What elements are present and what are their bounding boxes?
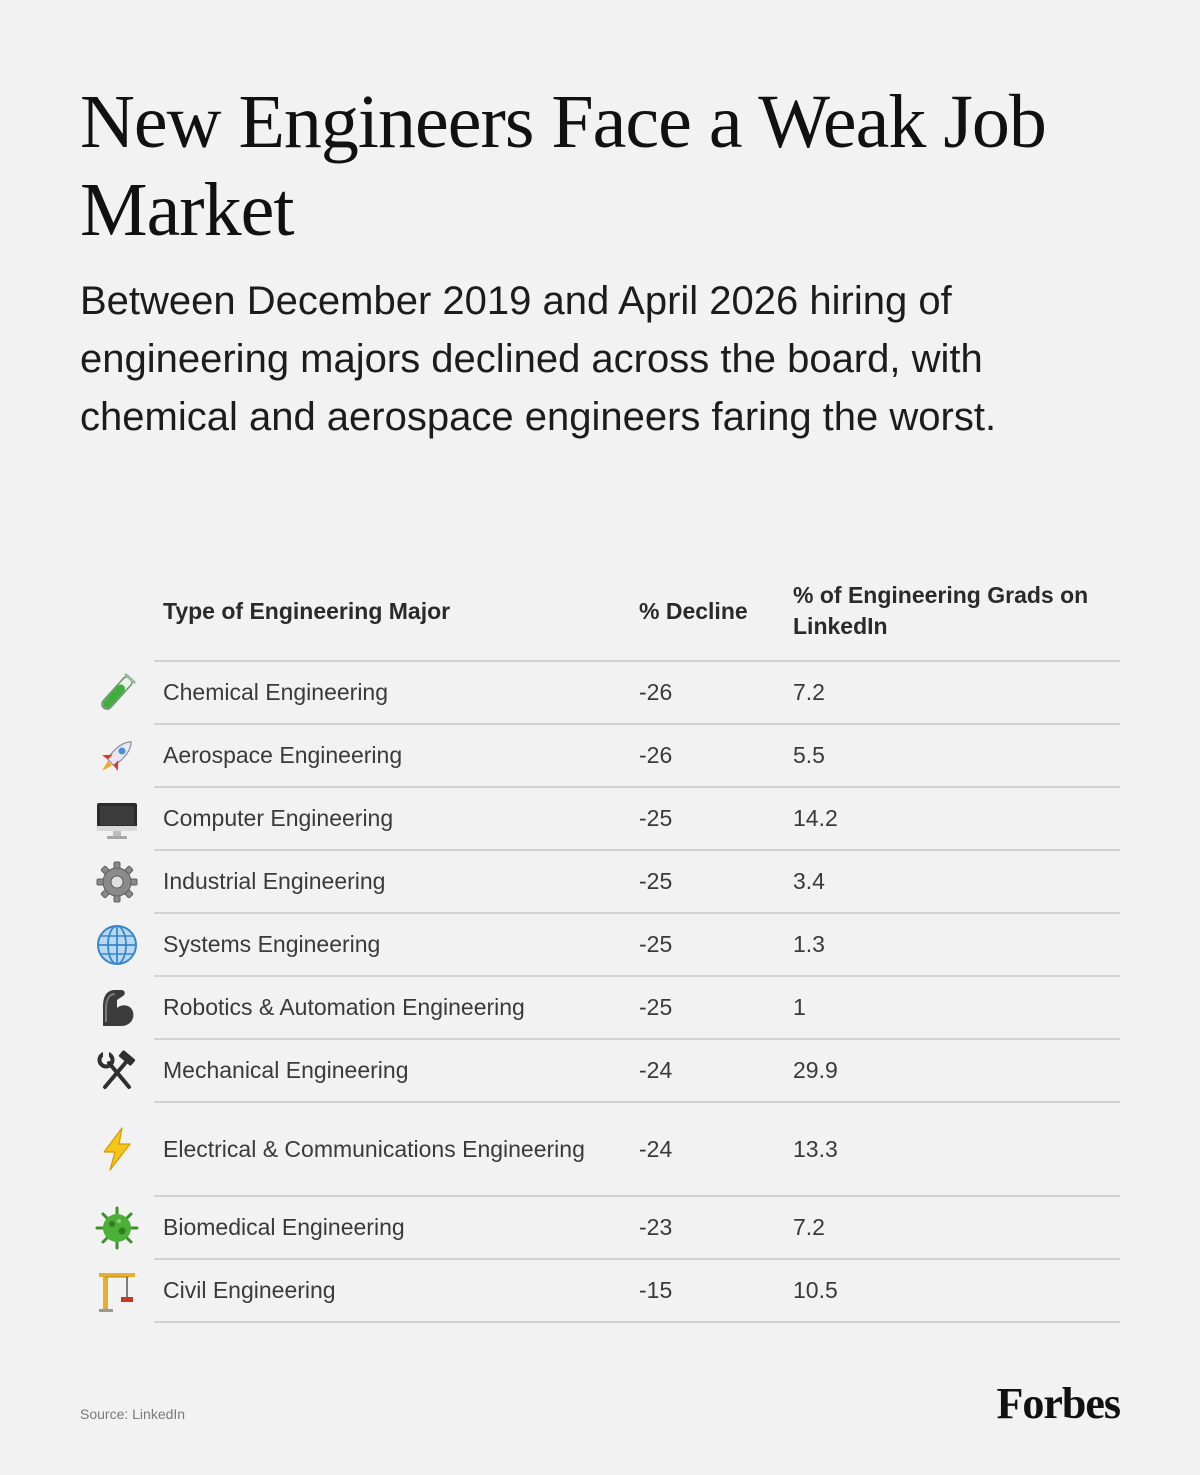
share-cell: 29.9 [784,1039,1120,1103]
decline-cell: -26 [630,661,784,725]
share-cell: 14.2 [784,787,1120,851]
major-cell: Civil Engineering [154,1259,630,1323]
table-row: Mechanical Engineering -24 29.9 [80,1039,1120,1103]
column-header-decline: % Decline [630,580,784,662]
page-title: New Engineers Face a Weak Job Market [80,80,1047,252]
decline-cell: -15 [630,1259,784,1323]
row-icon-cell [80,1196,154,1259]
table-row: Industrial Engineering -25 3.4 [80,850,1120,914]
decline-cell: -26 [630,724,784,788]
table-row: Biomedical Engineering -23 7.2 [80,1196,1120,1260]
globe-icon [93,921,141,969]
hammer-wrench-icon [93,1047,141,1095]
row-icon-cell [80,1259,154,1322]
major-cell: Robotics & Automation Engineering [154,976,630,1040]
share-cell: 7.2 [784,1196,1120,1260]
share-cell: 1 [784,976,1120,1040]
major-cell: Biomedical Engineering [154,1196,630,1260]
page-subtitle: Between December 2019 and April 2026 hir… [80,279,997,439]
table-row: Aerospace Engineering -26 5.5 [80,724,1120,788]
decline-cell: -24 [630,1102,784,1197]
major-cell: Chemical Engineering [154,661,630,725]
forbes-logo: Forbes [996,1379,1121,1428]
row-icon-cell [80,1102,154,1196]
share-cell: 1.3 [784,913,1120,977]
table-row: Robotics & Automation Engineering -25 1 [80,976,1120,1040]
decline-cell: -25 [630,787,784,851]
mechanical-arm-icon [93,984,141,1032]
column-header-major: Type of Engineering Major [154,580,630,662]
table-header-row: Type of Engineering Major % Decline % of… [80,580,1120,662]
gear-icon [93,858,141,906]
source-note: Source: LinkedIn [80,1406,186,1422]
computer-monitor-icon [93,795,141,843]
table-row: Civil Engineering -15 10.5 [80,1259,1120,1323]
share-cell: 10.5 [784,1259,1120,1323]
decline-cell: -23 [630,1196,784,1260]
major-cell: Mechanical Engineering [154,1039,630,1103]
table-row: Chemical Engineering -26 7.2 [80,661,1120,725]
test-tube-icon [93,669,141,717]
row-icon-cell [80,1039,154,1102]
share-cell: 13.3 [784,1102,1120,1197]
rocket-icon [93,732,141,780]
share-cell: 3.4 [784,850,1120,914]
engineering-majors-table: Type of Engineering Major % Decline % of… [80,580,1120,1323]
major-cell: Aerospace Engineering [154,724,630,788]
row-icon-cell [80,850,154,913]
construction-crane-icon [93,1267,141,1315]
decline-cell: -25 [630,913,784,977]
column-header-share: % of Engineering Grads on LinkedIn [784,580,1120,662]
row-icon-cell [80,724,154,787]
lightning-icon [93,1125,141,1173]
decline-cell: -24 [630,1039,784,1103]
major-cell: Computer Engineering [154,787,630,851]
row-icon-cell [80,913,154,976]
row-icon-cell [80,976,154,1039]
table-row: Systems Engineering -25 1.3 [80,913,1120,977]
microbe-icon [93,1204,141,1252]
major-cell: Industrial Engineering [154,850,630,914]
decline-cell: -25 [630,850,784,914]
table-body: Chemical Engineering -26 7.2 Aerospace Engi… [80,661,1120,1323]
icon-column-header [80,580,154,661]
row-icon-cell [80,787,154,850]
share-cell: 7.2 [784,661,1120,725]
decline-cell: -25 [630,976,784,1040]
major-cell: Electrical & Communications Engineering [154,1102,630,1197]
table-row: Electrical & Communications Engineering -… [80,1102,1120,1197]
major-cell: Systems Engineering [154,913,630,977]
table-row: Computer Engineering -25 14.2 [80,787,1120,851]
share-cell: 5.5 [784,724,1120,788]
row-icon-cell [80,661,154,724]
